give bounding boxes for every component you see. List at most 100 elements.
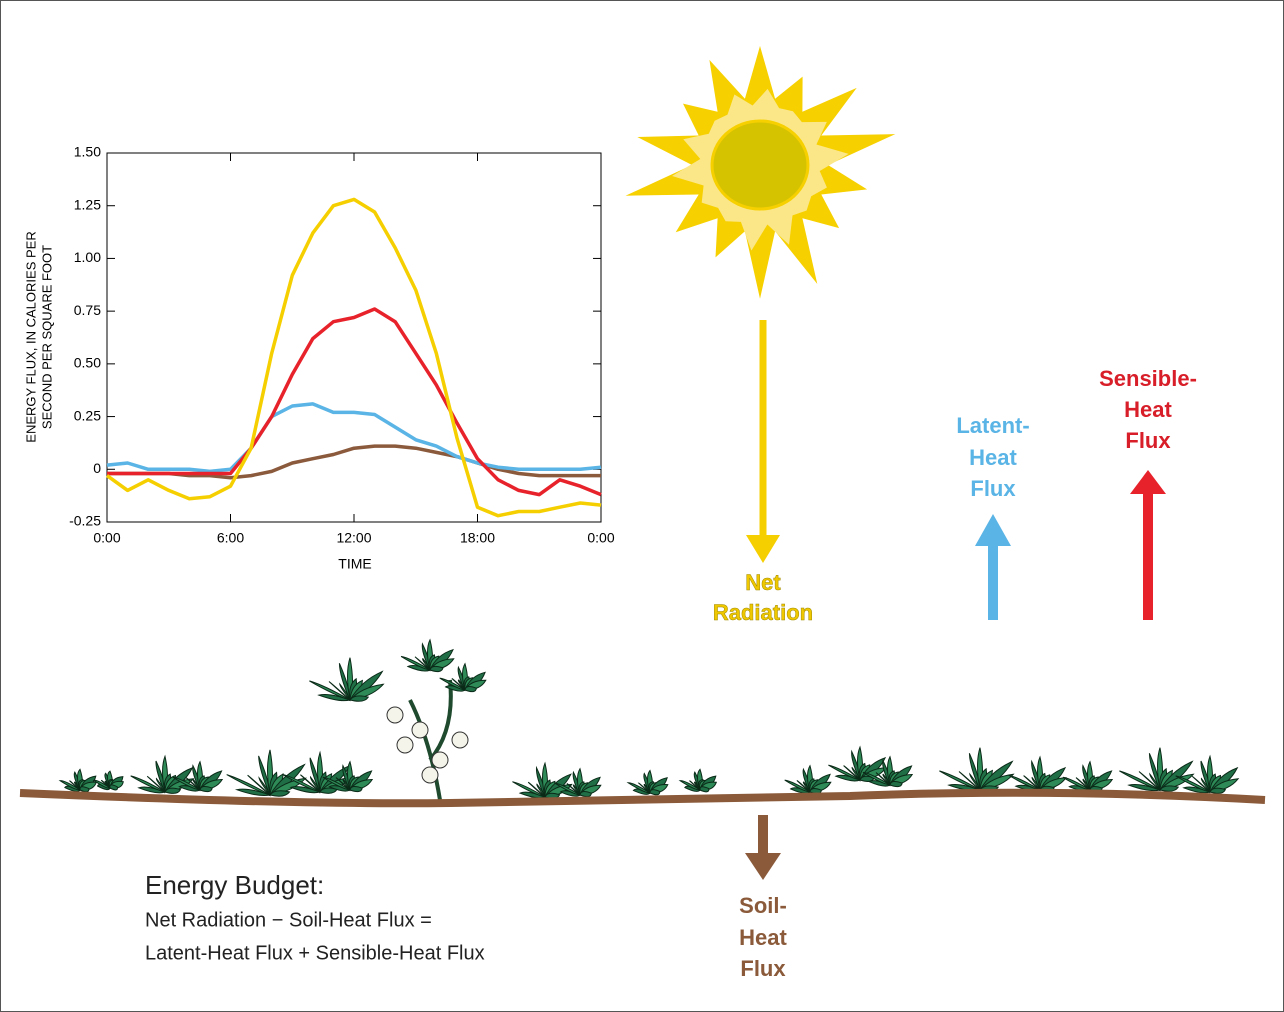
- leaf: [875, 772, 891, 786]
- leaf: [1062, 776, 1091, 791]
- label: Flux: [970, 476, 1016, 501]
- label: Soil-: [739, 893, 787, 918]
- label: Radiation: [713, 600, 813, 625]
- budget-line: Net Radiation − Soil-Heat Flux =: [145, 909, 432, 931]
- leaf: [247, 774, 271, 796]
- leaf: [146, 775, 166, 793]
- plot-area: [106, 152, 602, 523]
- boll: [431, 751, 449, 769]
- leaf: [1008, 774, 1041, 791]
- y-tick-label: 1.50: [74, 144, 101, 160]
- leaf: [889, 780, 903, 788]
- leaf: [678, 780, 702, 791]
- leaf: [649, 789, 661, 796]
- arrow-head: [1130, 470, 1166, 494]
- series-line: [106, 402, 602, 474]
- leaf: [1119, 770, 1161, 791]
- leaf: [414, 656, 431, 671]
- boll: [386, 706, 404, 724]
- plants: [58, 638, 1240, 801]
- leaf: [451, 678, 466, 691]
- leaf: [92, 779, 112, 789]
- leaf: [400, 655, 431, 671]
- leaf: [309, 680, 351, 701]
- boll: [421, 766, 439, 784]
- leaf: [269, 790, 291, 797]
- leaf: [328, 681, 351, 701]
- leaf: [464, 686, 477, 693]
- y-tick-label: 0.25: [74, 407, 101, 423]
- leaf: [828, 764, 861, 781]
- leaf: [1209, 787, 1227, 794]
- label: Net: [745, 570, 781, 595]
- arrow-head: [975, 514, 1011, 546]
- x-tick-label: 18:00: [460, 530, 495, 546]
- leaf: [796, 780, 811, 793]
- leaf: [164, 787, 182, 794]
- leaf: [109, 784, 118, 791]
- leaf: [1138, 771, 1161, 791]
- x-tick-label: 0:00: [587, 530, 614, 546]
- budget-line: Latent-Heat Flux + Sensible-Heat Flux: [145, 942, 485, 964]
- leaf: [784, 779, 811, 793]
- sun-disk: [710, 119, 810, 211]
- budget-title: Energy Budget:: [145, 870, 324, 900]
- arrow-head: [745, 853, 781, 880]
- leaf: [512, 781, 546, 798]
- leaf: [1127, 783, 1162, 792]
- leaf: [554, 782, 581, 796]
- label: Flux: [740, 956, 786, 981]
- leaf: [172, 776, 201, 791]
- leaf: [1023, 775, 1041, 791]
- leaf: [349, 785, 363, 793]
- leaf: [199, 785, 213, 793]
- label: Latent-: [956, 413, 1029, 438]
- leaf: [281, 773, 321, 793]
- leaf: [185, 777, 201, 791]
- leaf: [322, 776, 351, 791]
- series-line: [107, 444, 601, 480]
- leaf: [862, 771, 891, 786]
- leaf: [317, 693, 352, 702]
- y-tick-label: -0.25: [69, 513, 101, 529]
- leaf: [226, 774, 271, 796]
- leaf: [843, 765, 861, 781]
- leaf: [79, 786, 90, 793]
- leaf: [626, 782, 652, 794]
- leaf: [234, 788, 272, 797]
- leaf: [429, 665, 444, 673]
- series-line: [107, 307, 602, 497]
- leaf: [1159, 785, 1180, 792]
- arrow-head: [746, 535, 780, 563]
- leaf: [939, 770, 981, 791]
- y-tick-label: 1.25: [74, 196, 101, 212]
- leaf: [349, 695, 370, 702]
- y-tick-label: 0.75: [74, 302, 101, 318]
- leaf: [958, 771, 981, 791]
- leaf: [527, 781, 546, 798]
- x-axis-label: TIME: [338, 556, 371, 572]
- boll: [411, 721, 429, 739]
- leaf: [335, 777, 351, 791]
- leaf: [566, 783, 581, 796]
- boll: [451, 731, 469, 749]
- sun: [625, 46, 896, 299]
- label: Heat: [739, 925, 787, 950]
- leaf: [1175, 775, 1211, 793]
- x-tick-label: 12:00: [336, 530, 371, 546]
- leaf: [699, 786, 710, 793]
- y-tick-label: 0.50: [74, 355, 101, 371]
- leaf: [58, 780, 82, 791]
- x-tick-label: 6:00: [217, 530, 244, 546]
- label: Heat: [1124, 397, 1172, 422]
- boll: [396, 736, 414, 754]
- y-tick-label: 0: [93, 460, 101, 476]
- ground: [19, 788, 1266, 808]
- label: Heat: [969, 445, 1017, 470]
- leaf: [579, 791, 592, 798]
- leaf: [1075, 777, 1091, 791]
- leaf: [1191, 775, 1211, 793]
- y-axis-label: ENERGY FLUX, IN CALORIES PER: [23, 231, 38, 442]
- leaf: [439, 677, 466, 691]
